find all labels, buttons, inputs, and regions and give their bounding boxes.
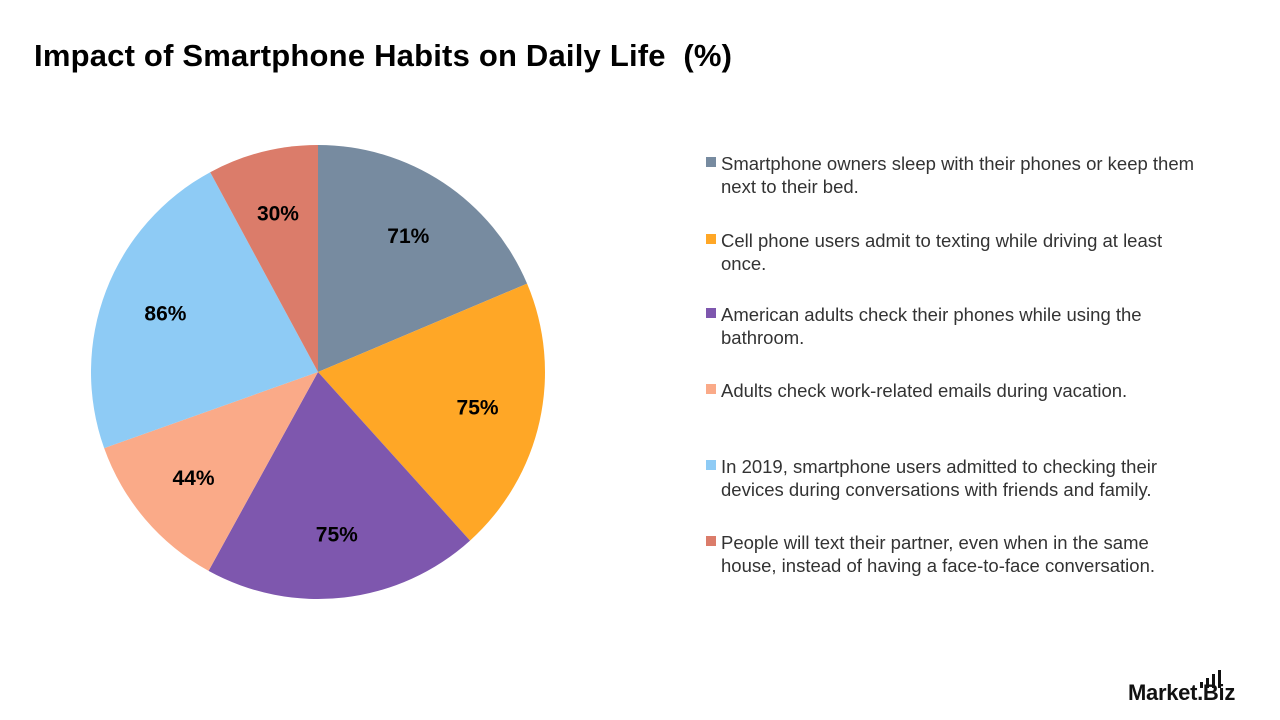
- legend-swatch: [706, 308, 716, 318]
- legend-swatch: [706, 234, 716, 244]
- slice-data-label: 75%: [316, 523, 358, 546]
- legend-label: American adults check their phones while…: [721, 304, 1142, 348]
- pie-slice: [91, 172, 319, 449]
- pie-slice: [104, 372, 318, 571]
- logo-text: Market.Biz: [1128, 680, 1236, 705]
- slice-data-label: 71%: [387, 225, 429, 248]
- legend-label: Smartphone owners sleep with their phone…: [721, 153, 1195, 197]
- legend-label: Cell phone users admit to texting while …: [721, 230, 1163, 274]
- legend-label: In 2019, smartphone users admitted to ch…: [721, 456, 1158, 500]
- bar-chart-icon: [1200, 670, 1221, 688]
- logo: Market.Biz: [1128, 668, 1258, 708]
- slice-data-label: 75%: [457, 396, 499, 419]
- legend-label: Adults check work-related emails during …: [721, 380, 1128, 401]
- pie-slice: [318, 283, 545, 541]
- pie-chart: 71% 75% 75% 44% 86% 30%: [91, 145, 545, 599]
- legend-swatch: [706, 536, 716, 546]
- pie-slice: [210, 145, 318, 372]
- slice-data-label: 44%: [173, 467, 215, 490]
- legend-swatch: [706, 157, 716, 167]
- pie-slice: [318, 145, 528, 372]
- slice-data-label: 86%: [144, 302, 186, 325]
- legend-label: People will text their partner, even whe…: [721, 532, 1155, 576]
- slice-data-label: 30%: [257, 203, 299, 226]
- legend-swatch: [706, 460, 716, 470]
- chart-title: Impact of Smartphone Habits on Daily Lif…: [34, 38, 733, 73]
- pie-slice: [208, 372, 471, 599]
- legend-swatch: [706, 384, 716, 394]
